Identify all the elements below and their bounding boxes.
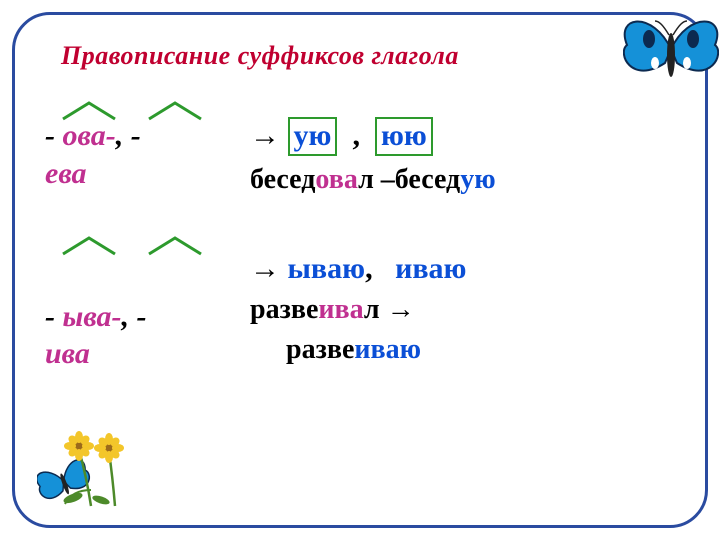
form-ivayu: иваю — [395, 252, 466, 285]
flowers-icon — [61, 420, 161, 515]
suffix-eva: ева — [45, 157, 87, 190]
example-end-2: иваю — [354, 334, 421, 365]
example-1: беседовал –беседую — [250, 164, 675, 196]
example-end: л — [364, 294, 380, 325]
example-suffix: ова — [315, 164, 358, 195]
slide-frame: Правописание суффиксов глагола - ова-, -… — [12, 12, 708, 528]
rule-left-1: - ова-, - ева — [45, 117, 250, 192]
rule-left-2: - ыва-, - ива — [45, 252, 250, 373]
comma: , — [352, 119, 360, 152]
arrow-icon: → — [250, 252, 280, 285]
page-title: Правописание суффиксов глагола — [61, 41, 675, 71]
suffix-ova: ова- — [63, 119, 116, 152]
form-uyu: ую — [294, 119, 332, 152]
dash: - — [137, 300, 147, 333]
suffix-yva: ыва- — [63, 300, 122, 333]
example-prefix-2: бесед — [395, 164, 460, 195]
rule-right-1: → ую , юю беседовал –беседую — [250, 117, 675, 196]
arrow-icon: → — [250, 119, 280, 152]
suffix-iva: ива — [45, 337, 90, 370]
form-box: юю — [375, 117, 433, 156]
example-end: л — [358, 164, 374, 195]
rule-row-1: - ова-, - ева → ую , юю беседовал –бесед… — [45, 117, 675, 196]
example-2a: развеивал → — [250, 294, 675, 326]
comma: , — [116, 119, 131, 152]
butterfly-icon — [623, 7, 719, 100]
comma: , — [122, 300, 137, 333]
arrow-icon: → — [387, 294, 415, 325]
dash: - — [45, 119, 55, 152]
dash: - — [45, 300, 63, 333]
form-yuyu: юю — [381, 119, 427, 152]
form-box: ую — [288, 117, 338, 156]
form-yvayu: ываю — [288, 252, 366, 285]
rule-row-2: - ыва-, - ива → ываю, иваю развеивал → р… — [45, 252, 675, 373]
dash: - — [131, 119, 141, 152]
example-suffix: ива — [318, 294, 364, 325]
example-prefix: бесед — [250, 164, 315, 195]
example-prefix: разве — [250, 294, 318, 325]
dash: – — [374, 164, 395, 195]
comma: , — [365, 252, 373, 285]
example-2b: развеиваю — [250, 334, 675, 366]
example-end-2: ую — [460, 164, 495, 195]
example-prefix-2: разве — [286, 334, 354, 365]
rule-right-2: → ываю, иваю развеивал → развеиваю — [250, 252, 675, 366]
